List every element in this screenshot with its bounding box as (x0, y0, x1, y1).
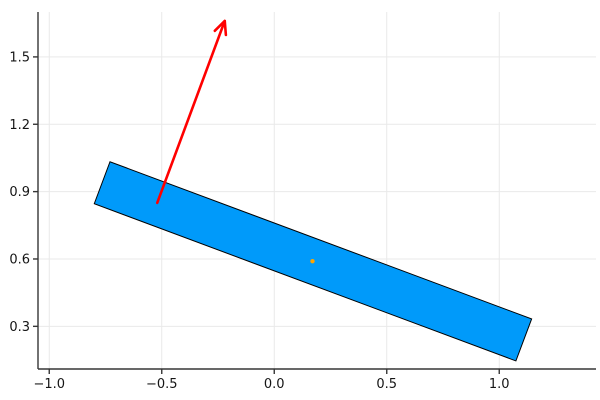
axes-layer: −1.0 −0.5 0.0 0.5 1.0 0.3 0.6 0.9 1.2 1.5 (9, 12, 596, 392)
force-arrow (155, 19, 228, 205)
force-arrow-shaft (155, 19, 227, 205)
force-arrow-head (213, 19, 228, 37)
center-of-mass-marker (310, 259, 315, 264)
y-tick-label: 0.9 (9, 185, 30, 200)
x-tick-label: −1.0 (33, 377, 65, 392)
x-tick-label: 0.5 (376, 377, 397, 392)
y-tick-label: 1.5 (9, 50, 30, 65)
y-tick-label: 0.3 (9, 320, 30, 335)
y-tick-label: 0.6 (9, 252, 30, 267)
x-tick-label: 1.0 (489, 377, 510, 392)
x-tick-label: 0.0 (264, 377, 285, 392)
grid-layer (38, 12, 596, 369)
x-tick-label: −0.5 (146, 377, 178, 392)
series-layer (93, 19, 533, 362)
y-tick-label: 1.2 (9, 118, 30, 133)
